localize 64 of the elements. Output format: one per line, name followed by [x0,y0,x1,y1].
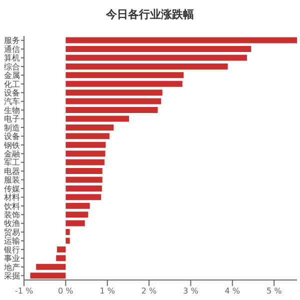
bar [66,168,102,174]
y-tick-label: 传媒 [4,184,20,194]
x-tick-label: 2 % [141,286,158,296]
y-tick-label: 饮料 [3,202,20,211]
x-tick-label: 5 % [266,286,282,296]
bar [66,80,182,87]
y-tick-label: 服务 [4,36,20,46]
bar [66,202,90,209]
x-tick-label: 0 % [58,286,74,296]
x-tick-label: 4 % [224,286,240,296]
bar [36,264,66,270]
bar [66,150,106,157]
y-tick-label: 牧渔 [4,219,20,228]
y-tick-label: 贸易 [4,228,20,237]
y-tick-label: 银行 [3,245,20,254]
y-tick-label: 电器 [4,166,20,176]
y-tick-label: 采掘 [4,271,20,280]
bar [66,220,85,226]
y-tick-label: 事业 [4,254,20,264]
bar [66,37,297,44]
y-tick-label: 电子 [4,114,20,124]
y-tick-label: 综合 [4,62,20,72]
bar [66,46,252,52]
bar [66,72,184,78]
x-tick-label: 1 % [100,286,116,296]
x-tick-label: 3 % [183,286,199,296]
y-tick-label: 设备 [4,132,20,142]
bar [66,63,228,70]
bar [66,90,162,96]
bar [66,142,106,148]
bar [66,54,247,61]
bar [30,272,66,279]
bar [66,133,110,140]
bar [56,246,66,252]
y-tick-label: 通信 [4,44,20,54]
y-tick-label: 设备 [4,88,20,98]
y-tick-label: 制造 [4,123,20,132]
y-tick-label: 军工 [4,158,20,168]
bar [66,194,102,200]
y-tick-label: 运输 [4,236,20,246]
bar [66,212,88,218]
bar [66,185,102,192]
bar [66,176,102,183]
bar [66,124,114,130]
bar [66,98,162,104]
y-tick-label: 材料 [3,193,20,202]
bar [66,116,130,122]
y-tick-label: 金属 [4,71,20,80]
bar [66,159,104,166]
y-tick-label: 金融 [4,149,20,158]
x-tick-label: -1 % [14,286,34,296]
bar [66,238,70,244]
y-tick-label: 化工 [4,80,20,89]
y-tick-label: 算机 [4,54,20,63]
chart-title: 今日各行业涨跌幅 [105,7,195,22]
y-tick-label: 服装 [4,176,20,185]
y-tick-label: 汽车 [4,97,20,106]
y-tick-label: 生物 [4,106,20,115]
bar [66,229,70,236]
y-tick-label: 地产 [3,262,20,272]
y-tick-label: 钢铁 [3,140,20,150]
bar [56,255,66,262]
y-tick-label: 装饰 [4,210,20,220]
bar [66,107,158,114]
